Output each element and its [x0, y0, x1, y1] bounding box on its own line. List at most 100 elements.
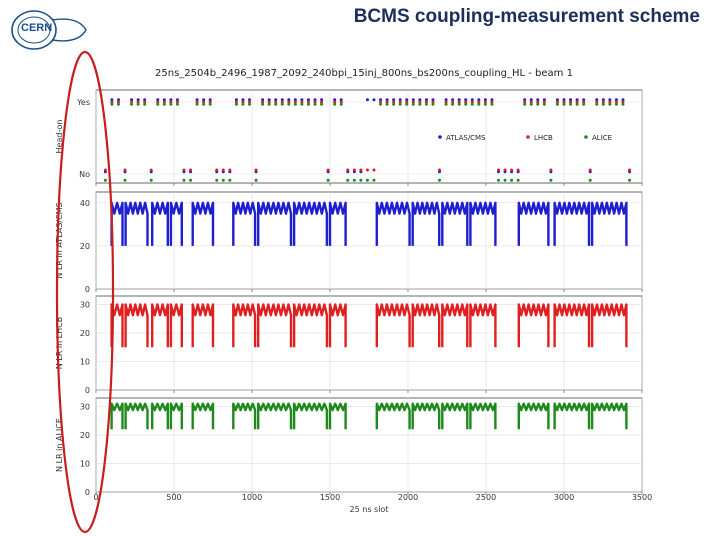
head-on-point-lhcb [130, 100, 134, 104]
head-on-point-atlascms [405, 98, 409, 102]
head-on-point-alice [385, 102, 389, 106]
head-on-point-lhcb [582, 100, 586, 104]
head-on-point-lhcb [228, 168, 232, 172]
head-on-point-atlascms [300, 98, 304, 102]
head-on-point-alice [254, 178, 258, 182]
head-on-point-alice [149, 178, 153, 182]
head-on-point-lhcb [438, 168, 442, 172]
head-on-point-alice [510, 178, 514, 182]
head-on-point-alice [280, 102, 284, 106]
head-on-point-lhcb [359, 168, 363, 172]
x-tick-label: 2000 [398, 493, 418, 502]
x-axis-label: 25 ns slot [350, 505, 389, 514]
head-on-point-alice [601, 102, 605, 106]
head-on-point-alice [470, 102, 474, 106]
y-tick-label: 0 [85, 488, 90, 497]
series-line-alice [517, 402, 550, 430]
head-on-point-lhcb [261, 100, 265, 104]
head-on-point-lhcb [621, 100, 625, 104]
series-line-alice [169, 402, 183, 430]
head-on-point-lhcb [379, 100, 383, 104]
head-on-point-alice [300, 102, 304, 106]
head-on-point-atlascms [536, 98, 540, 102]
head-on-point-lhcb [267, 100, 271, 104]
head-on-point-atlascms [595, 98, 599, 102]
head-on-point-atlascms [261, 98, 265, 102]
head-on-point-lhcb [110, 100, 114, 104]
head-on-point-atlascms [385, 98, 389, 102]
head-on-point-alice [215, 178, 219, 182]
head-on-point-lhcb [483, 100, 487, 104]
head-on-point-lhcb [588, 168, 592, 172]
head-on-point-lhcb [372, 168, 376, 172]
head-on-point-alice [359, 178, 363, 182]
head-on-point-lhcb [398, 100, 402, 104]
head-on-point-lhcb [470, 100, 474, 104]
head-on-point-alice [143, 102, 147, 106]
head-on-point-alice [444, 102, 448, 106]
head-on-point-lhcb [464, 100, 468, 104]
head-on-point-atlascms [470, 98, 474, 102]
head-on-point-lhcb [411, 100, 415, 104]
head-on-point-lhcb [313, 100, 317, 104]
y-tick-label: 10 [80, 358, 90, 367]
head-on-point-lhcb [575, 100, 579, 104]
series-line-alice [232, 402, 257, 430]
series-line-atlas-cms [441, 201, 469, 246]
head-on-point-lhcb [451, 100, 455, 104]
y-tick-label: 30 [80, 403, 90, 412]
head-on-point-atlascms [614, 98, 618, 102]
head-on-point-lhcb [254, 168, 258, 172]
series-line-atlas-cms [292, 201, 329, 246]
head-on-point-atlascms [175, 98, 179, 102]
head-on-point-alice [365, 178, 369, 182]
head-on-point-atlascms [562, 98, 566, 102]
head-on-point-alice [464, 102, 468, 106]
head-on-point-lhcb [306, 100, 310, 104]
head-on-point-alice [136, 102, 140, 106]
head-on-point-lhcb [169, 100, 173, 104]
head-on-point-atlascms [130, 98, 134, 102]
x-tick-label: 0 [93, 493, 98, 502]
head-on-point-alice [457, 102, 461, 106]
head-on-point-atlascms [339, 98, 343, 102]
series-line-lhcb [110, 303, 124, 348]
head-on-point-atlascms [248, 98, 252, 102]
series-line-alice [110, 402, 124, 430]
head-on-point-alice [516, 178, 520, 182]
series-line-alice [590, 402, 628, 430]
head-on-point-lhcb [136, 100, 140, 104]
head-on-point-alice [162, 102, 166, 106]
legend-label: ATLAS/CMS [446, 134, 486, 142]
head-on-point-lhcb [202, 100, 206, 104]
head-on-point-alice [588, 178, 592, 182]
series-line-atlas-cms [257, 201, 293, 246]
head-on-point-lhcb [320, 100, 324, 104]
head-on-point-lhcb [405, 100, 409, 104]
head-on-point-atlascms [582, 98, 586, 102]
head-on-point-atlascms [569, 98, 573, 102]
series-line-lhcb [517, 303, 550, 348]
series-line-lhcb [590, 303, 628, 348]
head-on-point-alice [195, 102, 199, 106]
head-on-point-lhcb [365, 168, 369, 172]
head-on-point-lhcb [536, 100, 540, 104]
head-on-point-lhcb [516, 168, 520, 172]
series-line-lhcb [292, 303, 329, 348]
head-on-point-atlascms [372, 98, 376, 102]
head-on-point-atlascms [464, 98, 468, 102]
head-on-point-lhcb [490, 100, 494, 104]
series-line-lhcb [375, 303, 411, 348]
head-on-point-atlascms [313, 98, 317, 102]
head-on-point-lhcb [503, 168, 507, 172]
head-on-point-atlascms [365, 98, 369, 102]
head-on-point-alice [575, 102, 579, 106]
series-line-alice [191, 402, 215, 430]
head-on-point-atlascms [116, 98, 120, 102]
head-on-point-atlascms [575, 98, 579, 102]
head-on-point-atlascms [457, 98, 461, 102]
head-on-point-lhcb [149, 168, 153, 172]
head-on-point-alice [352, 178, 356, 182]
series-line-alice [375, 402, 411, 430]
head-on-point-lhcb [418, 100, 422, 104]
